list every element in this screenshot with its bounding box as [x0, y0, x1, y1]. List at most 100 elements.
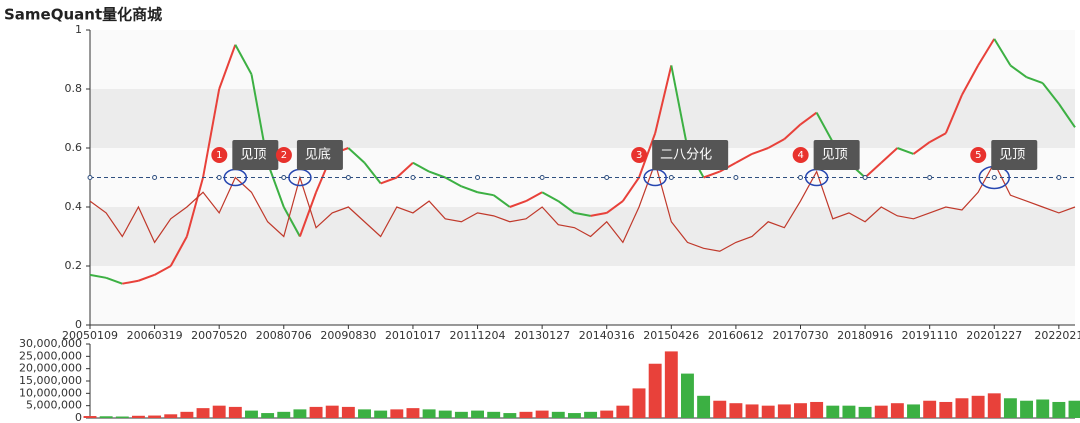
annotation-pin [275, 147, 292, 163]
price-segment [218, 44, 237, 90]
price-segment [1041, 82, 1060, 105]
reference-dot [152, 175, 158, 180]
x-tick-label: 20140316 [579, 329, 635, 342]
y-tick-label: 15,000,000 [19, 374, 82, 387]
price-segment [138, 273, 155, 282]
annotation-text: 见底 [305, 147, 331, 163]
price-segment [1009, 64, 1028, 79]
volume-bar [131, 415, 145, 418]
price-segment [428, 170, 446, 179]
price-segment [122, 279, 139, 285]
volume-bar [567, 413, 581, 418]
y-tick-label: 0 [75, 318, 82, 331]
price-segment [105, 276, 123, 285]
volume-bar [874, 405, 888, 418]
price-segment [234, 44, 253, 75]
y-tick-label: 0.2 [65, 259, 83, 272]
volume-bar [907, 404, 920, 418]
annotation-number: 3 [636, 150, 642, 161]
price-segment [169, 236, 188, 267]
price-segment [864, 162, 882, 179]
volume-bar [794, 403, 807, 418]
reference-dot [797, 175, 803, 180]
reference-dot [410, 175, 416, 180]
annotation-text: 见顶 [999, 148, 1025, 163]
volume-bar [632, 388, 646, 418]
volume-bar [519, 411, 533, 418]
y-tick-label: 0.6 [65, 141, 83, 154]
y-tick-label: 10,000,000 [19, 386, 82, 399]
x-tick-label: 20050109 [62, 329, 118, 342]
volume-bar [939, 401, 953, 418]
reference-dot [991, 175, 997, 180]
volume-bar [212, 405, 226, 418]
x-tick-label: 20130127 [514, 329, 570, 342]
y-tick-label: 30,000,000 [19, 337, 82, 350]
volume-bar [487, 411, 501, 418]
price-segment [703, 170, 721, 179]
price-segment [525, 191, 543, 202]
annotation-text: 见顶 [822, 148, 848, 163]
price-segment [815, 112, 834, 143]
price-segment [767, 138, 785, 149]
volume-bar [923, 400, 937, 418]
volume-bar [325, 405, 339, 418]
price-segment [444, 176, 462, 188]
price-segment [380, 176, 398, 185]
price-segment [557, 200, 576, 214]
volume-bar [551, 411, 565, 418]
reference-dot [927, 175, 933, 180]
volume-bar [293, 409, 307, 418]
reference-dot [345, 175, 351, 180]
chart-title: SameQuant量化商城 [4, 6, 162, 24]
volume-bar [664, 351, 678, 418]
price-segment [509, 200, 527, 208]
volume-bar [826, 405, 840, 418]
volume-bar [1052, 401, 1066, 418]
reference-dot [539, 175, 545, 180]
volume-bar [1020, 400, 1034, 418]
volume-bar [681, 373, 694, 418]
y-tick-label: 1 [75, 23, 82, 36]
x-tick-label: 20160612 [708, 329, 764, 342]
price-segment [735, 153, 753, 164]
volume-bar [987, 393, 1001, 418]
price-segment [622, 176, 640, 202]
volume-bar [374, 410, 388, 418]
annotation-box [232, 140, 279, 170]
price-segment [154, 265, 172, 276]
price-segment [606, 200, 624, 214]
price-segment [944, 94, 963, 134]
volume-bar [729, 403, 743, 418]
price-segment [266, 162, 285, 208]
price-segment [477, 191, 494, 197]
volume-bar [277, 411, 291, 418]
y-tick-label: 0.8 [65, 82, 83, 95]
annotation-pin [631, 147, 648, 163]
price-segment [590, 211, 607, 217]
volume-bar [438, 410, 452, 418]
volume-bar [309, 406, 323, 418]
annotation-number: 4 [797, 150, 803, 161]
price-segment [298, 191, 318, 237]
reference-dot [216, 175, 222, 180]
x-tick-label: 20101017 [385, 329, 441, 342]
volume-bar [1003, 398, 1017, 418]
annotation-pin [970, 147, 987, 163]
x-tick-label: 20060319 [127, 329, 183, 342]
volume-bar [584, 411, 598, 418]
price-segment [977, 38, 996, 66]
price-segment [1058, 103, 1076, 128]
volume-bar [648, 363, 662, 418]
price-segment [493, 194, 511, 208]
x-tick-label: 20150426 [643, 329, 699, 342]
x-tick-label: 20090830 [320, 329, 376, 342]
annotation-text: 二八分化 [660, 148, 712, 163]
volume-bar [261, 413, 275, 418]
price-segment [670, 65, 689, 149]
split-area [90, 89, 1075, 148]
volume-bar [777, 404, 791, 418]
volume-bar [148, 415, 162, 418]
x-tick-label: 20191110 [902, 329, 958, 342]
